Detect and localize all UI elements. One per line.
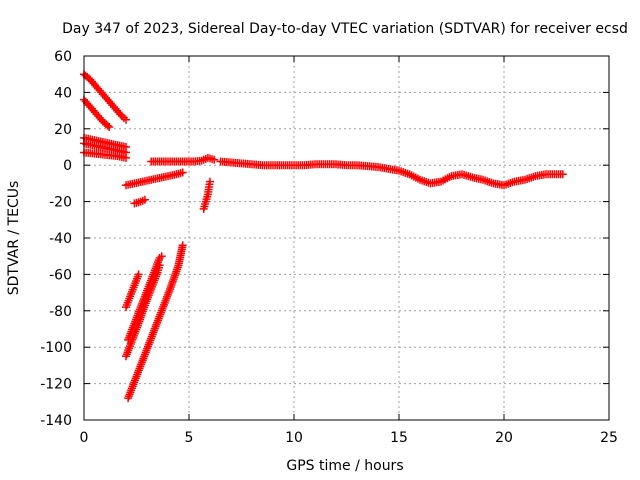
x-tick-label: 0 [80, 430, 89, 446]
data-point [122, 153, 130, 162]
y-tick-label: -100 [40, 340, 72, 356]
y-tick-label: 20 [54, 122, 72, 138]
y-tick-label: -60 [49, 267, 72, 283]
y-tick-label: 60 [54, 49, 72, 65]
axis-ticks: 0 5 10 15 20 25 60 40 20 0 -20 -40 -60 -80 -100 -120 -14… [40, 49, 618, 446]
data-point [116, 110, 125, 119]
series-seg-a [80, 70, 130, 124]
grid-lines [84, 56, 609, 420]
data-point [140, 195, 149, 204]
series-seg-h [122, 270, 143, 312]
x-axis-label: GPS time / hours [286, 458, 403, 474]
y-tick-label: 0 [63, 158, 72, 174]
x-tick-label: 5 [185, 430, 194, 446]
data-point [134, 270, 143, 279]
series-seg-g [130, 195, 149, 208]
y-tick-label: -20 [49, 195, 72, 211]
series-seg-b [80, 95, 114, 131]
series-seg-l [147, 153, 219, 166]
y-tick-label: 40 [54, 85, 72, 101]
data-point [103, 121, 112, 130]
series-seg-k [124, 241, 187, 403]
data-points [80, 70, 567, 403]
data-point [122, 115, 130, 124]
y-tick-label: -140 [40, 413, 72, 429]
data-point [178, 241, 187, 250]
y-tick-label: -80 [49, 304, 72, 320]
chart-title: Day 347 of 2023, Sidereal Day-to-day VTE… [62, 21, 628, 37]
series-seg-n [216, 157, 567, 190]
series-seg-d [80, 139, 130, 157]
data-point [558, 170, 567, 179]
y-tick-label: -120 [40, 377, 72, 393]
y-axis-label: SDTVAR / TECUs [6, 181, 22, 296]
data-point [210, 155, 219, 164]
series-seg-m [199, 177, 214, 213]
series-seg-f [122, 168, 187, 190]
data-point [206, 177, 214, 186]
x-tick-label: 15 [390, 430, 408, 446]
y-tick-label: -40 [49, 231, 72, 247]
series-seg-j [124, 252, 166, 344]
data-point [157, 252, 166, 261]
x-tick-label: 20 [495, 430, 513, 446]
data-point [178, 168, 187, 177]
data-point [105, 122, 114, 131]
x-tick-label: 10 [285, 430, 303, 446]
x-tick-label: 25 [600, 430, 618, 446]
series-seg-e [80, 148, 130, 162]
